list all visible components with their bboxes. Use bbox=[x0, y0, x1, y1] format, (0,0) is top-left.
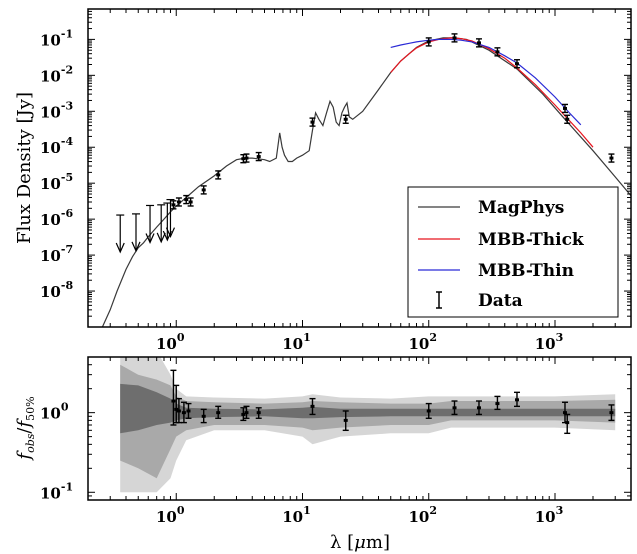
x-tick-label: 100 bbox=[156, 504, 185, 526]
bottom-y-axis-label: fobs/f50% bbox=[14, 396, 37, 461]
data-point bbox=[175, 197, 182, 207]
x-tick-label: 103 bbox=[535, 504, 564, 526]
ratio-point bbox=[180, 401, 187, 424]
data-point bbox=[425, 37, 432, 47]
upper-limit-arrow bbox=[145, 204, 155, 244]
data-point bbox=[200, 185, 207, 195]
data-markers bbox=[115, 33, 615, 254]
ratio-point bbox=[170, 369, 177, 426]
ratio-panel: 100 101 102 103 100 10-1 fobs/f50% λ [μm] bbox=[14, 356, 632, 553]
ratio-point bbox=[494, 395, 501, 411]
ratio-bands bbox=[120, 357, 616, 493]
data-point bbox=[475, 38, 482, 48]
legend-label-mbb-thick: MBB-Thick bbox=[478, 230, 585, 250]
ratio-point bbox=[342, 410, 349, 432]
ratio-markers bbox=[170, 369, 615, 435]
ratio-point bbox=[425, 402, 432, 419]
data-point bbox=[170, 200, 177, 210]
data-point bbox=[561, 103, 568, 114]
line-mbb-thick bbox=[390, 37, 594, 148]
y-tick-label: 10-3 bbox=[40, 99, 73, 121]
ratio-point bbox=[215, 405, 222, 419]
legend-label-data: Data bbox=[478, 291, 523, 311]
x-tick-label: 102 bbox=[408, 331, 437, 353]
ratio-point bbox=[513, 391, 520, 408]
ratio-point bbox=[200, 408, 207, 424]
y-tick-label: 10-7 bbox=[40, 243, 73, 265]
ratio-point bbox=[475, 400, 482, 416]
ratio-point bbox=[451, 400, 458, 416]
ratio-point bbox=[255, 407, 262, 419]
y-tick-label: 10-1 bbox=[40, 480, 73, 502]
ratio-point bbox=[608, 404, 615, 422]
x-tick-label: 102 bbox=[408, 504, 437, 526]
y-tick-label: 10-6 bbox=[40, 207, 73, 229]
legend: MagPhys MBB-Thick MBB-Thin Data bbox=[407, 186, 619, 318]
data-point bbox=[342, 114, 349, 124]
ratio-point bbox=[309, 397, 316, 416]
x-tick-label: 101 bbox=[282, 331, 311, 353]
ratio-point bbox=[564, 413, 571, 435]
x-axis-label: λ [μm] bbox=[330, 532, 390, 553]
band-middle bbox=[120, 364, 616, 479]
data-point bbox=[187, 197, 194, 207]
x-tick-label: 101 bbox=[282, 504, 311, 526]
legend-label-magphys: MagPhys bbox=[478, 198, 564, 218]
data-point bbox=[564, 114, 571, 124]
legend-box bbox=[407, 186, 619, 318]
top-axes-frame bbox=[87, 8, 632, 328]
upper-limit-arrow bbox=[131, 213, 141, 253]
y-tick-label: 10-8 bbox=[40, 279, 73, 301]
y-tick-label: 10-5 bbox=[40, 171, 73, 193]
bottom-axes-frame bbox=[87, 356, 632, 501]
top-ticks: 100 101 102 103 10-1 10-2 10-3 10-4 10-5 10-6 10-7… bbox=[40, 9, 632, 353]
model-lines bbox=[101, 37, 631, 327]
data-point bbox=[309, 117, 316, 127]
top-y-axis-label: Flux Density [Jy] bbox=[14, 92, 35, 244]
data-point bbox=[183, 194, 190, 205]
ratio-point bbox=[185, 402, 192, 419]
legend-label-mbb-thin: MBB-Thin bbox=[478, 261, 574, 281]
legend-swatch-data bbox=[436, 291, 442, 309]
data-point bbox=[608, 153, 615, 163]
y-tick-label: 100 bbox=[40, 401, 69, 423]
data-point bbox=[494, 47, 501, 57]
data-point bbox=[451, 33, 458, 43]
x-tick-label: 100 bbox=[156, 331, 185, 353]
data-point bbox=[243, 153, 250, 163]
upper-limit-arrow bbox=[115, 214, 125, 254]
y-tick-label: 10-4 bbox=[40, 135, 73, 157]
sed-panel: 100 101 102 103 10-1 10-2 10-3 10-4 10-5 10-6 10-7… bbox=[14, 8, 632, 353]
y-tick-label: 10-1 bbox=[40, 27, 73, 49]
ratio-point bbox=[240, 407, 247, 422]
line-mbb-thin bbox=[390, 38, 582, 126]
data-point bbox=[513, 59, 520, 69]
data-point bbox=[215, 170, 222, 180]
upper-limit-arrow bbox=[165, 198, 176, 239]
y-tick-label: 10-2 bbox=[40, 63, 73, 85]
data-point bbox=[255, 151, 262, 162]
upper-limit-arrow bbox=[156, 204, 166, 244]
x-tick-label: 103 bbox=[535, 331, 564, 353]
ratio-point bbox=[243, 405, 250, 419]
